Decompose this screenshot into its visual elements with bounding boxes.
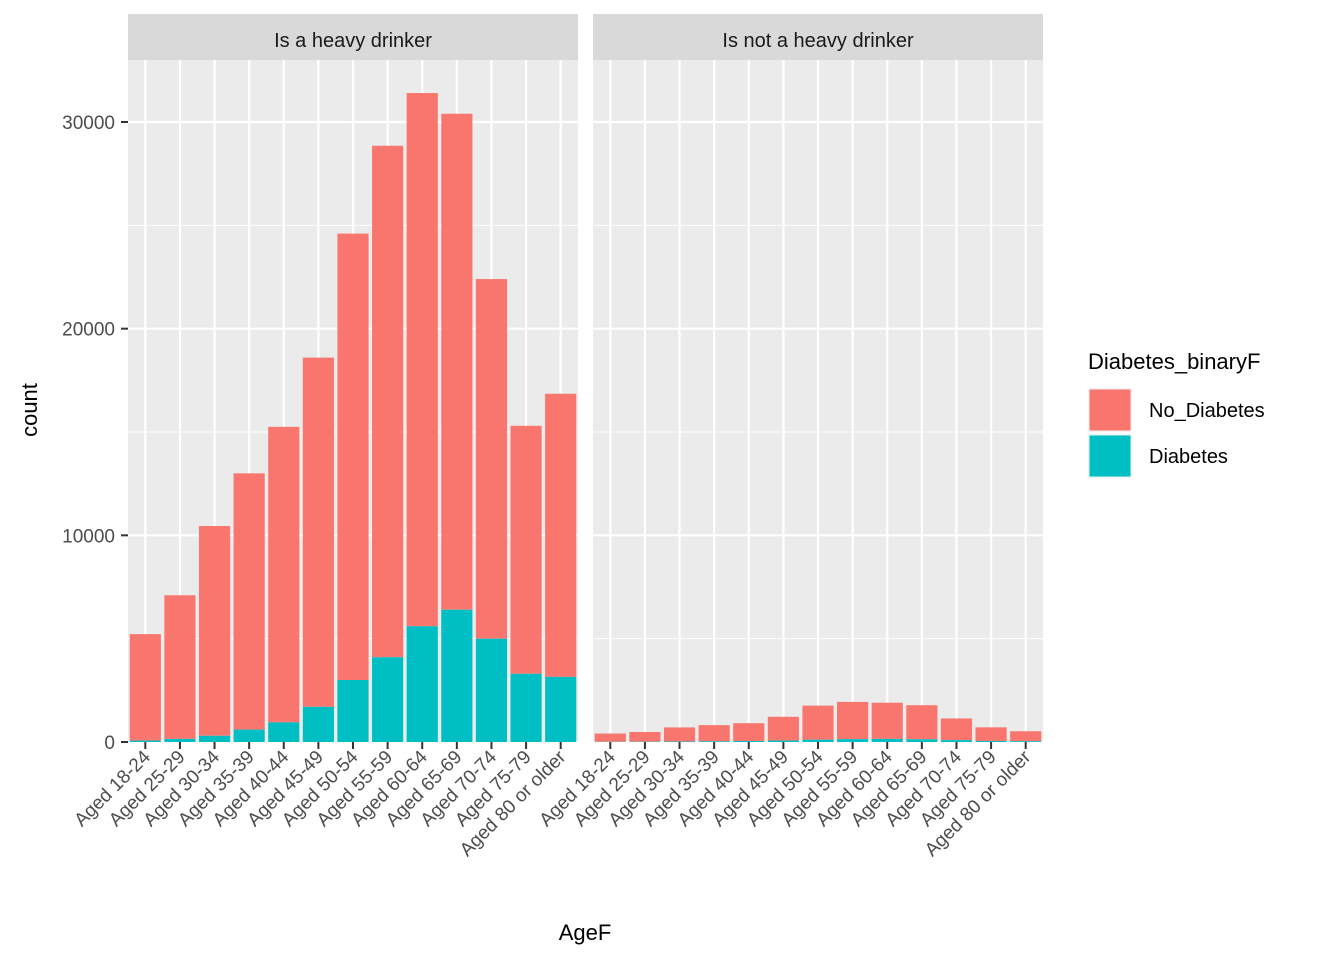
bar-diabetes [198, 735, 231, 742]
facet-strip [593, 14, 1043, 60]
bar-no-diabetes [233, 473, 265, 730]
bar-diabetes [837, 739, 869, 742]
y-axis-title: count [17, 383, 42, 437]
legend: Diabetes_binaryF No_Diabetes Diabetes [1088, 349, 1265, 478]
facet-strip [128, 14, 578, 60]
bar-no-diabetes [629, 731, 661, 742]
bar-no-diabetes [545, 393, 577, 677]
bar-diabetes [372, 657, 404, 742]
legend-key [1089, 435, 1131, 477]
bar-no-diabetes [441, 113, 473, 610]
bar-diabetes [302, 706, 334, 742]
bar-diabetes [767, 740, 799, 742]
bar-no-diabetes [871, 702, 903, 739]
y-tick-label: 0 [104, 733, 115, 754]
bar-no-diabetes [1010, 731, 1042, 742]
bar-diabetes [233, 729, 265, 742]
facet-strip-label: Is a heavy drinker [274, 30, 432, 52]
bar-no-diabetes [510, 425, 542, 674]
bar-no-diabetes [198, 526, 231, 736]
bar-diabetes [545, 676, 577, 742]
bar-diabetes [906, 739, 938, 742]
bar-no-diabetes [663, 727, 696, 742]
bar-no-diabetes [475, 279, 508, 639]
bar-diabetes [975, 740, 1007, 742]
bar-no-diabetes [698, 725, 730, 742]
bar-no-diabetes [733, 723, 765, 741]
bar-diabetes [406, 626, 438, 742]
bar-diabetes [802, 739, 834, 742]
bar-diabetes [1010, 741, 1042, 742]
bar-diabetes [940, 740, 973, 742]
bar-diabetes [268, 722, 300, 742]
bar-no-diabetes [802, 705, 834, 740]
bar-diabetes [441, 609, 473, 742]
bar-no-diabetes [164, 595, 196, 739]
bar-no-diabetes [372, 145, 404, 658]
bar-diabetes [475, 638, 508, 742]
bar-no-diabetes [767, 716, 799, 741]
y-tick-label: 10000 [62, 526, 115, 547]
bar-no-diabetes [940, 718, 973, 741]
bar-no-diabetes [129, 634, 161, 741]
legend-key [1089, 389, 1131, 431]
bar-diabetes [698, 741, 730, 742]
x-axis-title: AgeF [559, 920, 612, 945]
legend-label: No_Diabetes [1149, 400, 1265, 422]
bar-no-diabetes [302, 357, 334, 707]
y-tick-label: 30000 [62, 113, 115, 134]
bar-diabetes [510, 673, 542, 742]
bar-no-diabetes [975, 727, 1007, 741]
legend-title: Diabetes_binaryF [1088, 349, 1260, 374]
bar-no-diabetes [594, 733, 626, 742]
bar-diabetes [129, 740, 161, 742]
bar-diabetes [337, 680, 369, 742]
bar-no-diabetes [906, 705, 938, 740]
bar-diabetes [871, 738, 903, 742]
legend-label: Diabetes [1149, 446, 1228, 468]
bar-diabetes [663, 741, 696, 742]
facet-strip-label: Is not a heavy drinker [722, 30, 914, 52]
bar-diabetes [164, 738, 196, 742]
bar-no-diabetes [268, 426, 300, 723]
bar-no-diabetes [837, 701, 869, 740]
bar-diabetes [733, 740, 765, 742]
y-tick-label: 20000 [62, 320, 115, 341]
bar-no-diabetes [337, 233, 369, 680]
bar-no-diabetes [406, 93, 438, 627]
